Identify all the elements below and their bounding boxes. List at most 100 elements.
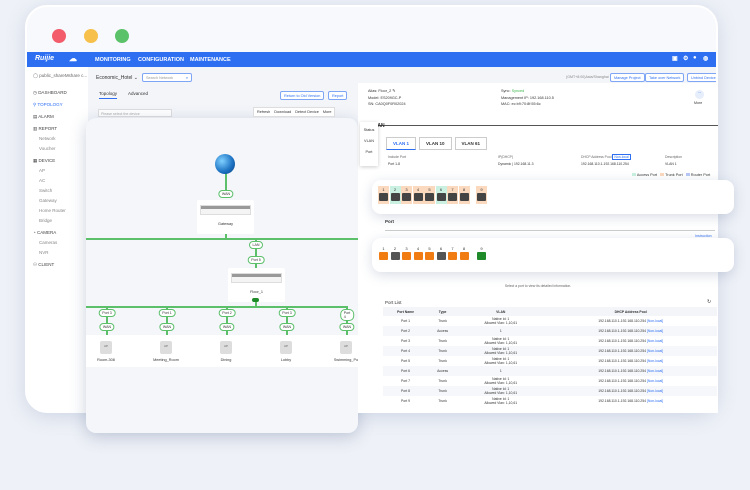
switch-node[interactable]: Floor_1 — [228, 268, 285, 302]
vlan-port-6[interactable]: 6 — [435, 186, 447, 204]
sidebar-item-topology[interactable]: ⚲ TOPOLOGY — [33, 102, 63, 107]
non-local-link[interactable]: [Non-local] — [646, 339, 664, 343]
tab-topology[interactable]: Topology — [99, 91, 118, 99]
port-status-2[interactable]: 2 — [390, 245, 401, 260]
non-local-link[interactable]: [Non-local] — [646, 379, 664, 383]
ap-device-icon: AP — [280, 341, 292, 354]
tab-vlan-10[interactable]: VLAN 10 — [419, 137, 452, 150]
notification-icon[interactable]: ▣ — [672, 56, 678, 62]
tab-vlan[interactable]: VLAN — [364, 139, 374, 143]
detect-device-button[interactable]: Detect Device — [295, 110, 319, 114]
sidebar-sub-cameras[interactable]: Cameras — [39, 240, 58, 245]
vlan-port-3[interactable]: 3 — [401, 186, 412, 204]
sidebar-item-alarm[interactable]: ▤ ALARM — [33, 114, 54, 119]
table-row[interactable]: Port 3 Trunk Native Id: 1 Allowed Vlan: 1,… — [401, 337, 664, 345]
port-status-8[interactable]: 8 — [459, 245, 470, 260]
nav-configuration[interactable]: CONFIGURATION — [138, 56, 185, 63]
account-menu[interactable]: ◯ public_shareMshare c... — [33, 73, 88, 78]
vlan-port-1[interactable]: 1 — [378, 186, 389, 204]
download-button[interactable]: Download — [274, 110, 292, 114]
vlan-port-4[interactable]: 4 — [412, 186, 424, 204]
table-row[interactable]: Port 8 Trunk Native Id: 1 Allowed Vlan: 1,… — [383, 386, 717, 396]
language-icon[interactable]: ◍ — [703, 56, 709, 62]
non-local-link[interactable]: [Non-local] — [646, 349, 664, 353]
ap-node[interactable]: AP Swimming_Po — [314, 335, 358, 367]
port-status-6[interactable]: 6 — [436, 245, 447, 260]
maximize-window-button[interactable] — [115, 29, 129, 43]
more-actions-button[interactable]: ··· — [695, 90, 704, 99]
sidebar-sub-switch[interactable]: Switch — [39, 188, 53, 193]
vlan-port-7[interactable]: 7 — [447, 186, 458, 204]
sidebar-sub-nvr[interactable]: NVR — [39, 250, 49, 255]
non-local-link[interactable]: [Non-local] — [646, 329, 664, 333]
non-local-link[interactable]: [Non-local] — [646, 319, 664, 323]
sidebar-sub-ap[interactable]: AP — [39, 168, 46, 173]
refresh-icon[interactable]: ↻ — [707, 299, 712, 305]
table-row[interactable]: Port 2 Access 1 192.168.110.1-192.168.110.2… — [383, 326, 717, 336]
port-status-4[interactable]: 4 — [413, 245, 424, 260]
sidebar-sub-home-router[interactable]: Home Router — [39, 208, 66, 213]
table-row[interactable]: Port 6 Access 1 192.168.110.1-192.168.110.2… — [383, 366, 717, 376]
table-row[interactable]: Port 4 Trunk Native Id: 1 Allowed Vlan: 1,… — [383, 346, 717, 356]
sidebar-sub-voucher[interactable]: Voucher — [39, 146, 56, 151]
port-status-5[interactable]: 5 — [424, 245, 435, 260]
table-row[interactable]: Port 1 Trunk Native Id: 1 Allowed Vlan: 1,… — [401, 317, 664, 325]
instruction-link[interactable]: Instruction — [695, 234, 712, 238]
non-local-link[interactable]: [Non-local] — [646, 399, 664, 403]
table-row[interactable]: Port 5 Trunk Native Id: 1 Allowed Vlan: 1,… — [401, 357, 664, 365]
unbind-device-button[interactable]: Unbind Device — [687, 73, 716, 82]
sidebar-sub-ac[interactable]: AC — [39, 178, 46, 183]
non-local-link[interactable]: [Non-local] — [646, 389, 664, 393]
tab-vlan-61[interactable]: VLAN 61 — [454, 137, 488, 150]
nav-maintenance[interactable]: MAINTENANCE — [190, 56, 231, 63]
tab-advanced[interactable]: Advanced — [128, 91, 149, 96]
sidebar-item-camera[interactable]: ◔ CAMERA — [33, 230, 57, 235]
ethernet-port-icon — [477, 193, 486, 201]
device-select[interactable]: Please select the device — [98, 109, 172, 117]
more-dropdown[interactable]: More — [322, 110, 332, 114]
minimize-window-button[interactable] — [84, 29, 98, 43]
project-selector[interactable]: Economic_Hotel ⌄ — [96, 75, 138, 81]
non-local-link[interactable]: [Non-local] — [646, 359, 664, 363]
close-window-button[interactable] — [52, 29, 66, 43]
ap-node[interactable]: AP Dining — [194, 335, 258, 367]
tab-vlan-1[interactable]: VLAN 1 — [386, 137, 417, 150]
nav-monitoring[interactable]: MONITORING — [95, 56, 131, 63]
take-over-network-button[interactable]: Take over Network — [645, 73, 685, 82]
ap-port-label: Port 1 — [158, 309, 176, 317]
port-status-3[interactable]: 3 — [401, 245, 412, 260]
device-model: Model: ES209GC-P — [368, 95, 402, 100]
sidebar-sub-gateway[interactable]: Gateway — [39, 198, 57, 203]
search-network-input[interactable]: Search Network ⌕ — [142, 73, 192, 82]
sidebar-sub-bridge[interactable]: Bridge — [39, 218, 53, 223]
settings-icon[interactable]: ⚙ — [683, 56, 689, 62]
vlan-port-5[interactable]: 5 — [424, 186, 435, 204]
refresh-button[interactable]: Refresh — [257, 110, 271, 114]
help-icon[interactable]: ● — [693, 55, 697, 61]
sidebar-sub-network[interactable]: Network — [39, 136, 56, 141]
vlan-port-8[interactable]: 8 — [458, 186, 470, 204]
non-local-link[interactable]: [Non-local] — [646, 369, 664, 373]
tab-status[interactable]: Status — [363, 128, 375, 132]
sidebar-item-client[interactable]: ⚇ CLIENT — [33, 262, 55, 267]
edit-icon[interactable]: ✎ — [392, 89, 396, 93]
ap-node[interactable]: AP Lobby — [254, 335, 318, 367]
gateway-node[interactable]: Gateway — [197, 200, 254, 234]
manage-project-button[interactable]: Manage Project — [610, 73, 645, 82]
return-old-version-button[interactable]: Return to Old Version — [280, 91, 325, 100]
ap-node[interactable]: AP Room-308 — [86, 335, 138, 367]
table-row[interactable]: Port 9 Trunk Native Id: 1 Allowed Vlan: 1,… — [401, 397, 664, 405]
ap-node[interactable]: AP Meeting_Room — [134, 335, 198, 367]
port-status-9[interactable]: 9 — [476, 245, 487, 260]
collapse-toggle[interactable] — [252, 298, 259, 302]
tab-port[interactable]: Port — [365, 150, 373, 154]
vlan-port-9[interactable]: 9 — [476, 186, 487, 204]
port-status-1[interactable]: 1 — [378, 245, 389, 260]
table-row[interactable]: Port 7 Trunk Native Id: 1 Allowed Vlan: 1,… — [401, 377, 664, 385]
port-status-7[interactable]: 7 — [447, 245, 458, 260]
vlan-port-2[interactable]: 2 — [389, 186, 401, 204]
sidebar-item-device[interactable]: ▦ DEVICE — [33, 158, 56, 163]
report-button[interactable]: Report — [328, 91, 348, 100]
sidebar-item-dashboard[interactable]: ◷ DASHBOARD — [33, 90, 67, 95]
sidebar-item-report[interactable]: ▥ REPORT — [33, 126, 58, 131]
